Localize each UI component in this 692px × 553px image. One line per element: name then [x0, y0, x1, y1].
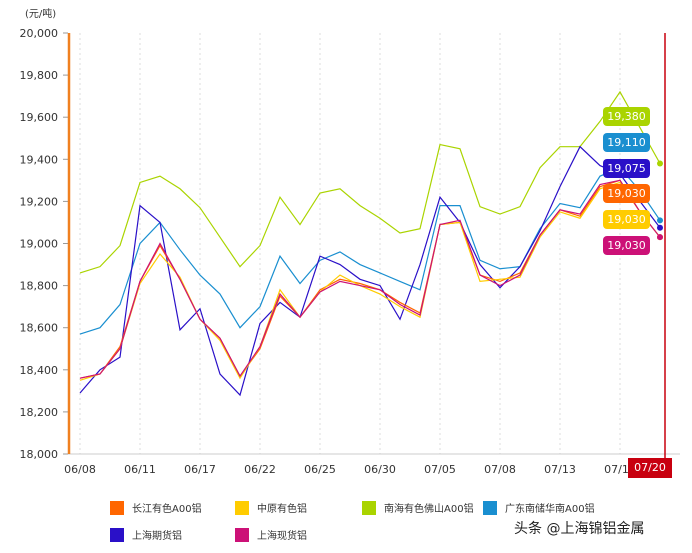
- series-end-point: [657, 234, 663, 241]
- y-tick-label: 19,800: [20, 69, 59, 82]
- y-tick-label: 19,400: [20, 153, 59, 166]
- y-tick-label: 19,200: [20, 195, 59, 208]
- legend-swatch: [110, 500, 124, 515]
- x-tick-label: 06/22: [244, 463, 276, 476]
- legend-label: 南海有色佛山A00铝: [384, 504, 474, 515]
- cursor-x-label: 07/20: [628, 458, 672, 478]
- x-tick-label: 06/11: [124, 463, 156, 476]
- value-badge: 19,030: [603, 236, 650, 255]
- y-tick-label: 18,800: [20, 280, 59, 293]
- series-line: [79, 179, 661, 379]
- value-badge: 19,030: [603, 184, 650, 203]
- value-badge: 19,380: [603, 107, 650, 126]
- y-tick-label: 18,200: [20, 406, 59, 419]
- legend-swatch: [483, 500, 497, 515]
- value-badge: 19,030: [603, 210, 650, 229]
- value-badge: 19,075: [603, 159, 650, 178]
- legend-swatch: [110, 527, 124, 542]
- y-axis-unit: (元/吨): [25, 9, 57, 20]
- x-tick-label: 06/17: [184, 463, 216, 476]
- watermark: 头条 @上海锦铝金属: [514, 521, 645, 537]
- legend-item[interactable]: 上海期货铝: [110, 527, 182, 542]
- legend-swatch: [235, 500, 249, 515]
- y-tick-label: 18,400: [20, 364, 59, 377]
- series-line: [79, 90, 661, 274]
- legend-label: 上海期货铝: [132, 531, 182, 542]
- series-line: [79, 166, 661, 335]
- series-end-point: [657, 224, 663, 231]
- series-end-point: [657, 160, 663, 167]
- legend-label: 中原有色铝: [257, 504, 307, 515]
- series-line: [79, 145, 661, 397]
- x-tick-label: 06/30: [364, 463, 396, 476]
- legend-label: 广东南储华南A00铝: [505, 504, 595, 515]
- series-line: [79, 179, 661, 379]
- x-tick-label: 07/16: [604, 463, 636, 476]
- y-tick-label: 19,000: [20, 238, 59, 251]
- legend-label: 上海现货铝: [257, 531, 307, 542]
- y-tick-label: 18,600: [20, 322, 59, 335]
- x-tick-label: 07/05: [424, 463, 456, 476]
- y-tick-label: 18,000: [20, 448, 59, 461]
- series-end-point: [657, 217, 663, 224]
- y-tick-label: 19,600: [20, 111, 59, 124]
- value-badge: 19,110: [603, 133, 650, 152]
- x-tick-label: 07/08: [484, 463, 516, 476]
- x-tick-label: 06/25: [304, 463, 336, 476]
- legend-item[interactable]: 长江有色A00铝: [110, 500, 202, 515]
- y-tick-label: 20,000: [20, 27, 59, 40]
- legend-label: 长江有色A00铝: [132, 504, 202, 515]
- legend-item[interactable]: 上海现货铝: [235, 527, 307, 542]
- legend-item[interactable]: 南海有色佛山A00铝: [362, 500, 474, 515]
- legend-item[interactable]: 中原有色铝: [235, 500, 307, 515]
- x-tick-label: 07/13: [544, 463, 576, 476]
- legend-item[interactable]: 广东南储华南A00铝: [483, 500, 595, 515]
- legend-swatch: [235, 527, 249, 542]
- legend-swatch: [362, 500, 376, 515]
- x-tick-label: 06/08: [64, 463, 96, 476]
